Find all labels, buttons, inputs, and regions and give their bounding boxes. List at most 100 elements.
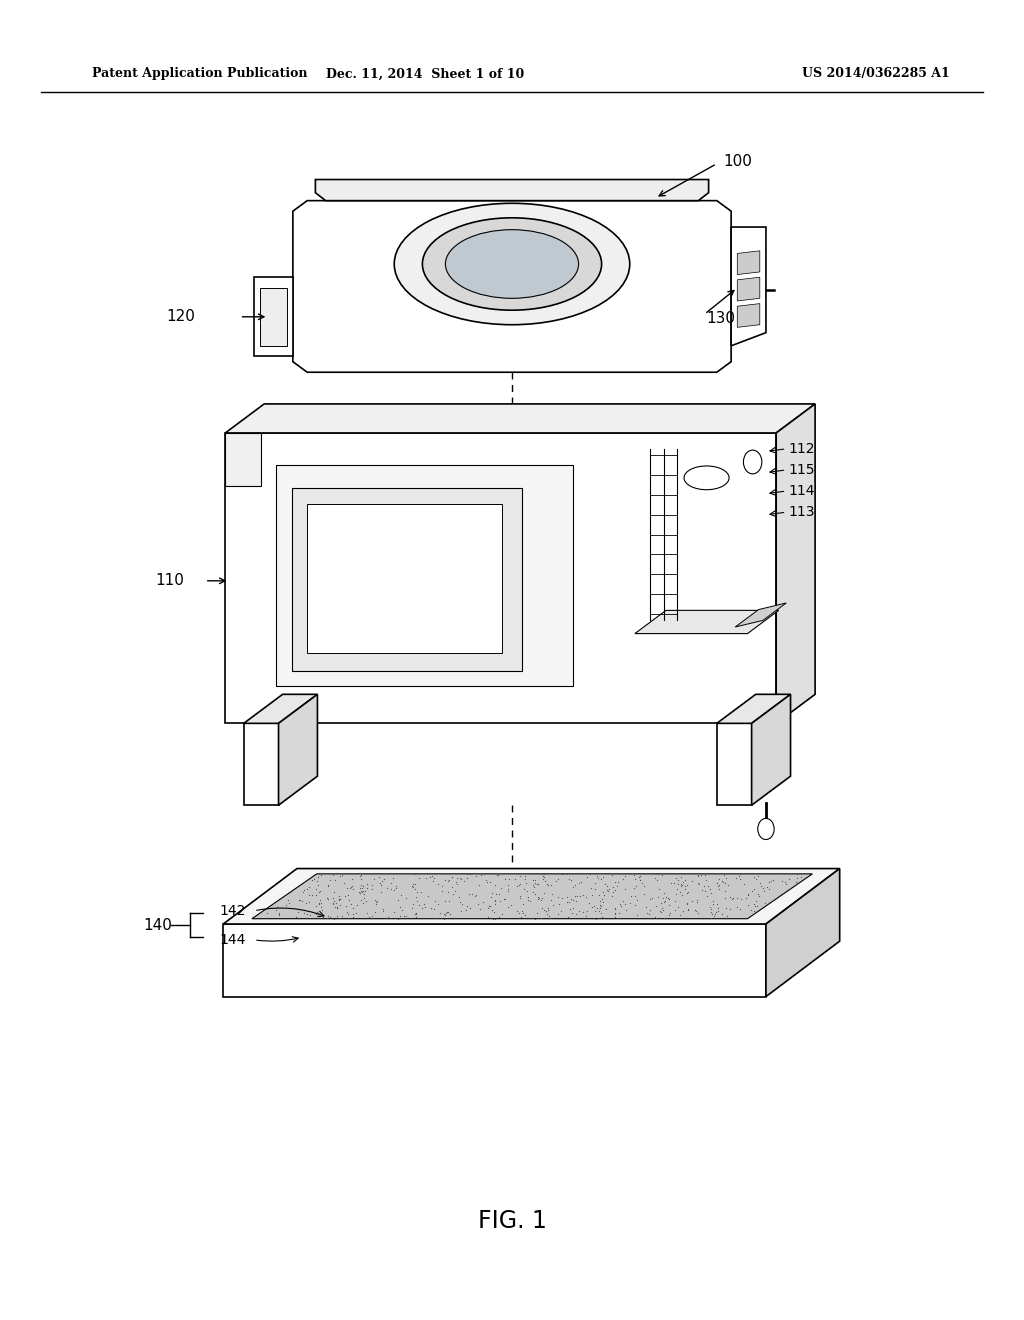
Point bbox=[393, 884, 410, 906]
Point bbox=[311, 882, 328, 903]
Point bbox=[642, 900, 658, 921]
Point bbox=[279, 895, 295, 916]
Point bbox=[430, 894, 446, 915]
Point bbox=[373, 874, 389, 895]
Point bbox=[688, 892, 705, 913]
Point bbox=[331, 886, 347, 907]
Point bbox=[553, 900, 569, 921]
Point bbox=[392, 896, 409, 917]
Point bbox=[458, 899, 474, 920]
Point bbox=[310, 875, 327, 896]
Point bbox=[571, 884, 588, 906]
Point bbox=[680, 882, 696, 903]
Point bbox=[489, 865, 506, 886]
Point bbox=[605, 882, 622, 903]
Point bbox=[449, 867, 465, 888]
Point bbox=[595, 867, 611, 888]
Point bbox=[588, 908, 604, 929]
Point bbox=[714, 904, 730, 925]
Polygon shape bbox=[260, 288, 287, 346]
Point bbox=[535, 869, 551, 890]
Point bbox=[454, 894, 470, 915]
Point bbox=[409, 903, 425, 924]
Point bbox=[600, 880, 616, 902]
Polygon shape bbox=[244, 723, 279, 805]
Point bbox=[550, 904, 566, 925]
Point bbox=[679, 875, 695, 896]
Point bbox=[540, 898, 556, 919]
Point bbox=[492, 907, 508, 928]
Point bbox=[534, 898, 550, 919]
Point bbox=[325, 892, 341, 913]
Polygon shape bbox=[737, 251, 760, 275]
Point bbox=[473, 865, 489, 886]
Point bbox=[732, 888, 749, 909]
Point bbox=[539, 874, 555, 895]
Point bbox=[426, 899, 442, 920]
Point bbox=[452, 891, 468, 912]
Point bbox=[501, 879, 517, 900]
Point bbox=[422, 866, 438, 887]
Point bbox=[731, 863, 748, 884]
Point bbox=[440, 902, 457, 923]
Point bbox=[673, 874, 689, 895]
Point bbox=[561, 899, 578, 920]
Point bbox=[423, 866, 439, 887]
Point bbox=[611, 894, 628, 915]
Point bbox=[453, 867, 469, 888]
Point bbox=[530, 888, 547, 909]
Point bbox=[715, 871, 731, 892]
Point bbox=[696, 880, 713, 902]
Point bbox=[298, 879, 314, 900]
Point bbox=[769, 887, 785, 908]
Point bbox=[654, 899, 671, 920]
Point bbox=[558, 891, 574, 912]
Point bbox=[652, 900, 669, 921]
Point bbox=[406, 876, 422, 898]
Point bbox=[409, 882, 425, 903]
Point bbox=[587, 873, 603, 894]
Point bbox=[690, 903, 707, 924]
Point bbox=[679, 894, 695, 915]
Point bbox=[507, 869, 523, 890]
Point bbox=[536, 900, 552, 921]
Point bbox=[352, 878, 369, 899]
Point bbox=[592, 898, 608, 919]
Point bbox=[453, 900, 469, 921]
Point bbox=[696, 875, 713, 896]
Polygon shape bbox=[225, 433, 261, 486]
Point bbox=[746, 900, 763, 921]
Point bbox=[512, 906, 528, 927]
Polygon shape bbox=[737, 277, 760, 301]
Point bbox=[498, 888, 514, 909]
Point bbox=[614, 869, 631, 890]
Point bbox=[355, 892, 372, 913]
Point bbox=[440, 891, 457, 912]
Ellipse shape bbox=[394, 203, 630, 325]
Point bbox=[356, 888, 373, 909]
Point bbox=[654, 887, 671, 908]
Point bbox=[353, 880, 370, 902]
Point bbox=[535, 863, 551, 884]
Point bbox=[474, 891, 490, 912]
Point bbox=[579, 886, 595, 907]
Point bbox=[353, 882, 370, 903]
Point bbox=[613, 896, 630, 917]
Point bbox=[408, 886, 424, 907]
Point bbox=[271, 903, 288, 924]
Point bbox=[748, 896, 764, 917]
Point bbox=[288, 907, 304, 928]
Point bbox=[310, 903, 327, 924]
Point bbox=[776, 871, 793, 892]
Ellipse shape bbox=[684, 466, 729, 490]
Point bbox=[517, 869, 534, 890]
Polygon shape bbox=[766, 869, 840, 997]
Point bbox=[406, 874, 422, 895]
Point bbox=[416, 894, 432, 915]
Point bbox=[482, 887, 499, 908]
Point bbox=[326, 882, 342, 903]
Point bbox=[478, 871, 495, 892]
Point bbox=[623, 886, 639, 907]
Point bbox=[298, 892, 314, 913]
Point bbox=[446, 880, 463, 902]
